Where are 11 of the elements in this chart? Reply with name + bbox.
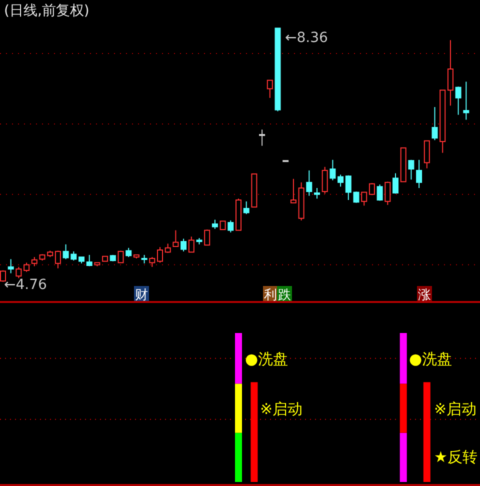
annotation: ★反转 <box>434 448 478 466</box>
annotation: ←8.36 <box>285 30 328 46</box>
annotation: 财 <box>134 286 149 303</box>
annotation: 跌 <box>277 286 292 303</box>
annotation: ←4.76 <box>4 277 47 293</box>
chart-title: (日线,前复权) <box>4 3 90 19</box>
annotation: ●洗盘 <box>245 350 288 368</box>
annotation: ※启动 <box>434 400 477 418</box>
annotation: ●洗盘 <box>409 350 452 368</box>
annotation: 涨 <box>417 286 432 303</box>
annotation: ※启动 <box>260 400 303 418</box>
